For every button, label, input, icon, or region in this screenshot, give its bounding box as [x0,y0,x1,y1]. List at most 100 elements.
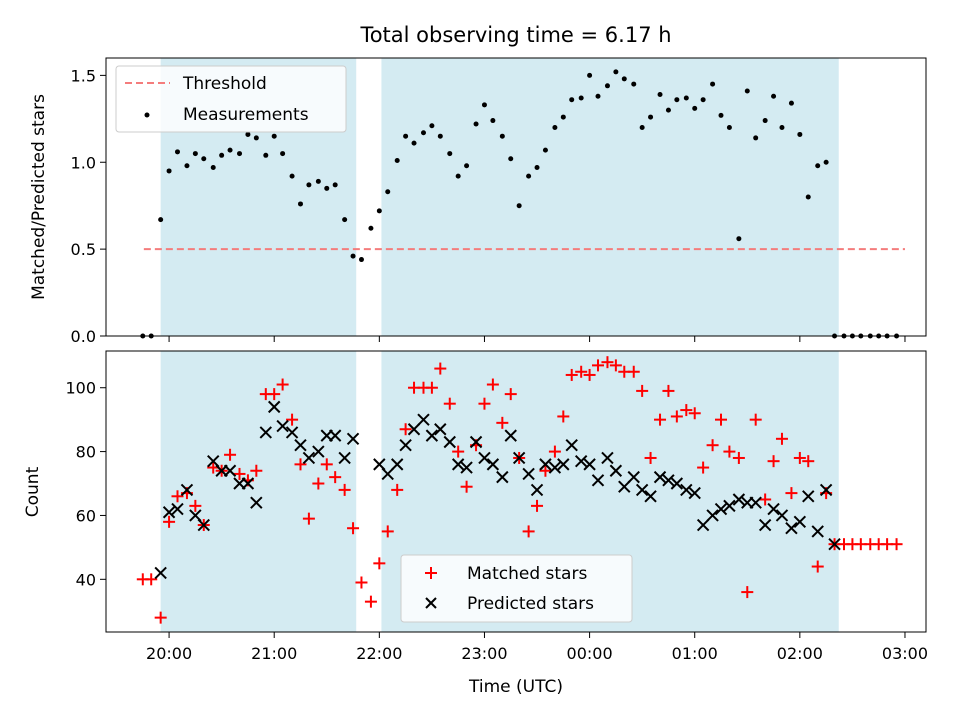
measurement-point [710,81,716,87]
chart-title: Total observing time = 6.17 h [359,23,671,47]
matched-star-point [697,461,710,474]
predicted-star-point [793,515,807,529]
measurement-point [376,208,382,214]
matched-star-point [163,515,176,528]
measurement-point [385,189,391,195]
matched-star-point [391,483,404,496]
predicted-legend-label: Predicted stars [467,594,594,614]
measurement-point [263,152,269,158]
matched-star-point [302,512,315,525]
measurement-point [621,76,627,82]
x-tick-label: 23:00 [461,644,507,663]
predicted-star-point [154,566,167,580]
matched-star-point [312,477,325,490]
matched-star-point [250,464,263,477]
x-axis-label: Time (UTC) [468,677,563,697]
matched-star-point [373,557,386,570]
measurement-point [692,105,698,111]
measurements-legend-marker [144,112,150,118]
measurement-point [726,125,732,130]
measurement-point [174,149,180,155]
predicted-star-point [644,490,657,503]
predicted-star-point [670,477,684,490]
matched-star-point [723,445,736,458]
matched-star-point [233,467,246,480]
measurement-point [411,140,417,146]
matched-star-point [189,499,202,512]
matched-star-point [268,388,281,401]
measurement-point [683,95,689,101]
matched-star-point [347,522,360,535]
bottom-x-ticks: 20:00 21:00 22:00 23:00 00:00 01:00 02:00 03:00 [146,632,928,663]
top-y-tick-label: 0.0 [71,327,96,346]
top-axes-frame [105,57,927,337]
bottom-y-tick-label: 60 [76,506,96,525]
predicted-star-point [522,467,535,481]
matched-stars-points [136,356,903,624]
predicted-star-point [328,429,342,442]
measurement-point [542,147,548,153]
matched-star-point [548,445,561,458]
x-tick-label: 03:00 [882,644,928,663]
top-y-tick-label: 0.5 [71,240,96,259]
measurement-point [447,151,453,157]
measurement-point [718,112,724,118]
matched-star-point [522,525,535,538]
predicted-star-point [241,477,255,490]
predicted-star-point [557,458,570,471]
matched-star-point [539,464,552,477]
matched-star-point [443,397,456,410]
measurement-point [350,253,356,259]
matched-star-point [145,573,158,586]
measurement-point [595,93,601,99]
bottom-legend: Matched stars Predicted stars [400,554,633,623]
matched-star-point [785,487,798,500]
measurements-legend-label: Measurements [183,105,309,125]
matched-star-point [688,407,701,420]
measurement-point [648,114,654,120]
predicted-star-point [276,419,289,433]
bottom-y-axis-label: Count [23,466,43,517]
predicted-star-point [548,461,562,474]
measurement-point [192,151,198,157]
predicted-stars-points [154,400,841,580]
matched-star-point [592,359,604,372]
predicted-star-point [434,423,447,436]
x-tick-label: 21:00 [251,644,297,663]
matched-star-point [504,388,517,401]
predicted-star-point [346,432,360,446]
predicted-star-point [591,474,605,487]
measurement-point [403,133,409,139]
measurement-point [481,102,487,108]
measurement-point [657,91,663,97]
predicted-star-point [460,461,473,474]
matched-star-point [575,365,588,378]
matched-star-point [583,368,596,381]
measurement-point [420,130,426,136]
measurement-point [587,72,593,78]
matched-star-point [670,410,683,423]
x-tick-label: 01:00 [672,644,718,663]
measurement-point [560,114,566,120]
matched-star-point [732,451,745,464]
x-tick-label: 02:00 [777,644,823,663]
matched-star-point [749,413,762,426]
matched-star-point [286,413,299,426]
measurement-point [805,194,811,200]
predicted-legend-marker [425,597,437,609]
predicted-star-point [417,413,430,426]
matched-star-point [636,384,649,397]
matched-star-point [741,586,754,599]
measurement-point [613,69,619,75]
measurement-point [797,131,803,137]
matched-star-point [434,362,447,375]
measurement-point [455,173,461,179]
predicted-star-point [294,438,307,452]
predicted-star-point [469,435,483,449]
measurement-point [499,133,505,139]
predicted-star-point [609,464,623,477]
matched-star-point [767,455,780,468]
matched-star-point [338,483,351,496]
measurement-point [219,152,225,158]
matched-star-point [496,416,509,429]
